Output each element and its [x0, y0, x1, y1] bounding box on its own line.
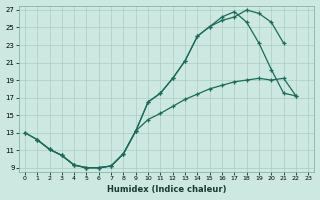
X-axis label: Humidex (Indice chaleur): Humidex (Indice chaleur)	[107, 185, 226, 194]
